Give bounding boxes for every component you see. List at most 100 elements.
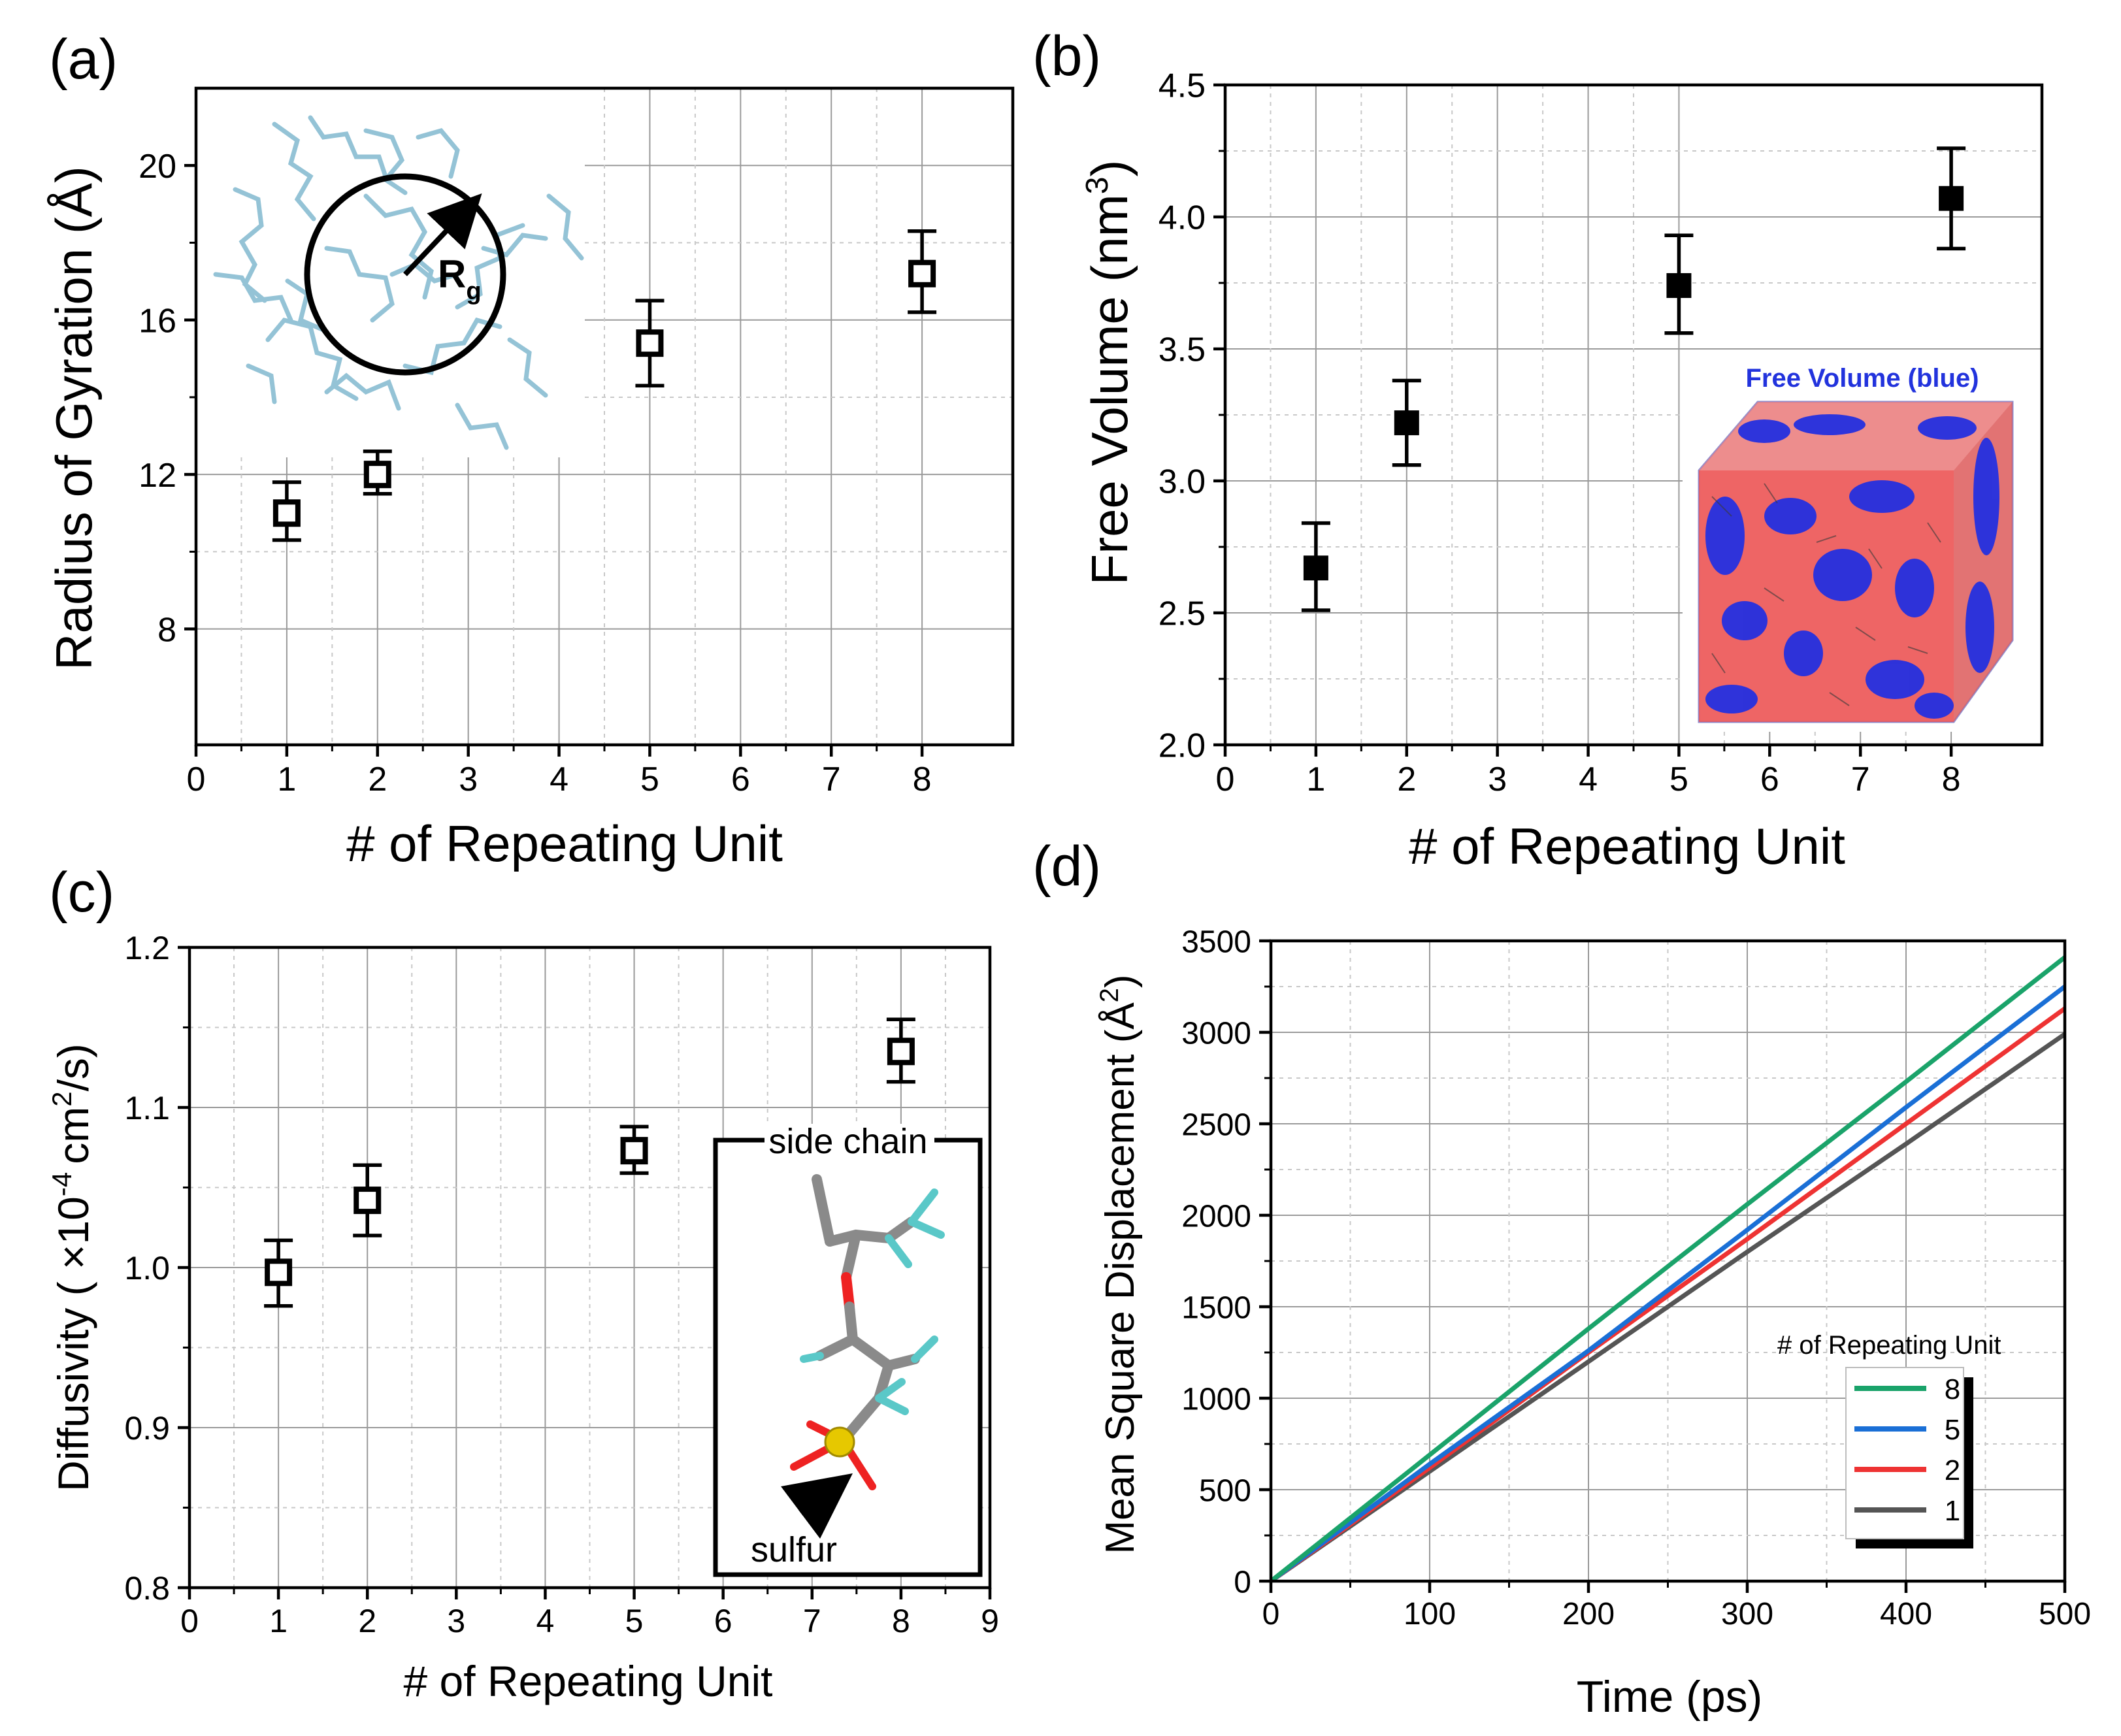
x-tick-label: 8 <box>892 1603 910 1639</box>
data-point <box>619 1124 649 1175</box>
panel-a: (a) <box>45 28 1015 872</box>
grid-a <box>196 88 1013 745</box>
data-marker <box>1939 186 1964 211</box>
data-point <box>886 1017 915 1084</box>
marks-c <box>264 1017 915 1308</box>
x-tick-label: 2 <box>358 1603 376 1639</box>
data-point <box>1937 146 1966 251</box>
data-marker <box>887 1038 915 1066</box>
x-tick-label: 6 <box>731 761 750 798</box>
data-point <box>1664 233 1694 335</box>
panel-label-d: (d) <box>1032 835 1101 898</box>
x-tick-label: 5 <box>1669 761 1688 798</box>
ylabel-b: Free Volume (nm3) <box>1080 160 1138 585</box>
y-tick-label: 2500 <box>1181 1107 1251 1142</box>
x-tick-label: 1 <box>1306 761 1325 798</box>
panel-b: (b) Free Volume (blue) <box>1032 25 2044 875</box>
panel-label-c: (c) <box>49 861 114 924</box>
y-tick-label: 3.5 <box>1159 331 1206 369</box>
x-tick-label: 5 <box>625 1603 644 1639</box>
data-marker <box>354 1187 382 1215</box>
ylabel-c: Diffusivity ( ×10-4cm2/s) <box>46 1043 97 1492</box>
xlabel-a: # of Repeating Unit <box>346 815 783 872</box>
xlabel-d: Time (ps) <box>1577 1672 1763 1722</box>
y-tick-label: 8 <box>157 611 176 649</box>
marks-b <box>1301 146 1966 612</box>
data-point <box>635 299 665 387</box>
legend-d: # of Repeating Unit 8 5 2 1 <box>1777 1331 2001 1548</box>
x-tick-label: 200 <box>1562 1597 1615 1631</box>
legend-label-1: 1 <box>1945 1495 1960 1527</box>
x-tick-label: 3 <box>1488 761 1507 798</box>
y-tick-label: 3.0 <box>1159 463 1206 501</box>
ticks-c: 0 1 2 3 4 5 6 7 8 9 0.8 0.9 1.0 1.1 1.2 <box>124 930 998 1639</box>
data-point <box>908 229 937 314</box>
legend-title-d: # of Repeating Unit <box>1777 1331 2001 1360</box>
series-line-2 <box>1271 1006 2065 1581</box>
y-tick-label: 4.0 <box>1159 199 1206 237</box>
panel-d: (d) 0 100 200 300 400 500 0 500 1000 1500 2000 2500… <box>1032 835 2091 1722</box>
y-tick-label: 1500 <box>1181 1290 1251 1325</box>
x-tick-label: 8 <box>913 761 932 798</box>
data-point <box>1301 521 1330 612</box>
y-tick-label: 20 <box>139 148 176 186</box>
data-marker <box>1666 273 1692 299</box>
x-tick-label: 3 <box>459 761 478 798</box>
x-tick-label: 9 <box>981 1603 999 1639</box>
y-tick-label: 12 <box>139 457 176 495</box>
series-line-8 <box>1271 955 2065 1581</box>
panel-label-b: (b) <box>1032 25 1101 88</box>
inset-title-b: Free Volume (blue) <box>1745 364 1979 393</box>
panel-c: (c) side chain <box>46 861 999 1705</box>
x-tick-label: 0 <box>1262 1597 1280 1631</box>
y-tick-label: 0.8 <box>124 1570 170 1607</box>
x-tick-label: 4 <box>550 761 568 798</box>
panel-label-a: (a) <box>49 28 118 91</box>
x-tick-label: 2 <box>1397 761 1416 798</box>
data-marker <box>620 1137 648 1165</box>
grid-b <box>1225 85 2042 745</box>
molecule-inset-a: Rg <box>199 91 585 457</box>
x-tick-label: 0 <box>1216 761 1235 798</box>
x-tick-label: 6 <box>1760 761 1779 798</box>
y-tick-label: 2.5 <box>1159 595 1206 633</box>
y-tick-label: 1.2 <box>124 930 170 966</box>
data-marker <box>265 1258 293 1286</box>
x-tick-label: 4 <box>1579 761 1598 798</box>
ylabel-d: Mean Square Displacement (Å2) <box>1095 974 1143 1554</box>
y-tick-label: 4.5 <box>1159 67 1206 105</box>
x-tick-label: 100 <box>1404 1597 1456 1631</box>
x-tick-label: 2 <box>368 761 387 798</box>
y-tick-label: 3500 <box>1181 925 1251 959</box>
y-tick-label: 2.0 <box>1159 727 1206 765</box>
x-tick-label: 4 <box>536 1603 555 1639</box>
series-line-5 <box>1271 985 2065 1581</box>
y-tick-label: 1000 <box>1181 1382 1251 1417</box>
x-tick-label: 7 <box>1851 761 1870 798</box>
x-tick-label: 1 <box>269 1603 288 1639</box>
y-tick-label: 500 <box>1199 1473 1251 1508</box>
y-tick-label: 0 <box>1234 1565 1251 1599</box>
data-point <box>1392 378 1421 467</box>
data-point <box>272 480 301 542</box>
data-marker <box>636 329 664 357</box>
y-tick-label: 1.1 <box>124 1090 170 1126</box>
x-tick-label: 500 <box>2039 1597 2091 1631</box>
data-point <box>353 1163 382 1237</box>
lines-d <box>1271 955 2065 1581</box>
ticks-d: 0 100 200 300 400 500 0 500 1000 1500 2000 2500 3000… <box>1181 925 2091 1631</box>
y-tick-label: 3000 <box>1181 1016 1251 1051</box>
marks-a <box>272 229 937 542</box>
x-tick-label: 8 <box>1942 761 1961 798</box>
y-tick-label: 16 <box>139 302 176 340</box>
inset-label-sulfur: sulfur <box>751 1530 837 1569</box>
data-marker <box>1394 410 1419 436</box>
series-line-1 <box>1271 1032 2065 1581</box>
x-tick-label: 300 <box>1721 1597 1773 1631</box>
x-tick-label: 5 <box>640 761 659 798</box>
x-tick-label: 3 <box>447 1603 465 1639</box>
x-tick-label: 7 <box>803 1603 821 1639</box>
data-marker <box>272 499 301 527</box>
